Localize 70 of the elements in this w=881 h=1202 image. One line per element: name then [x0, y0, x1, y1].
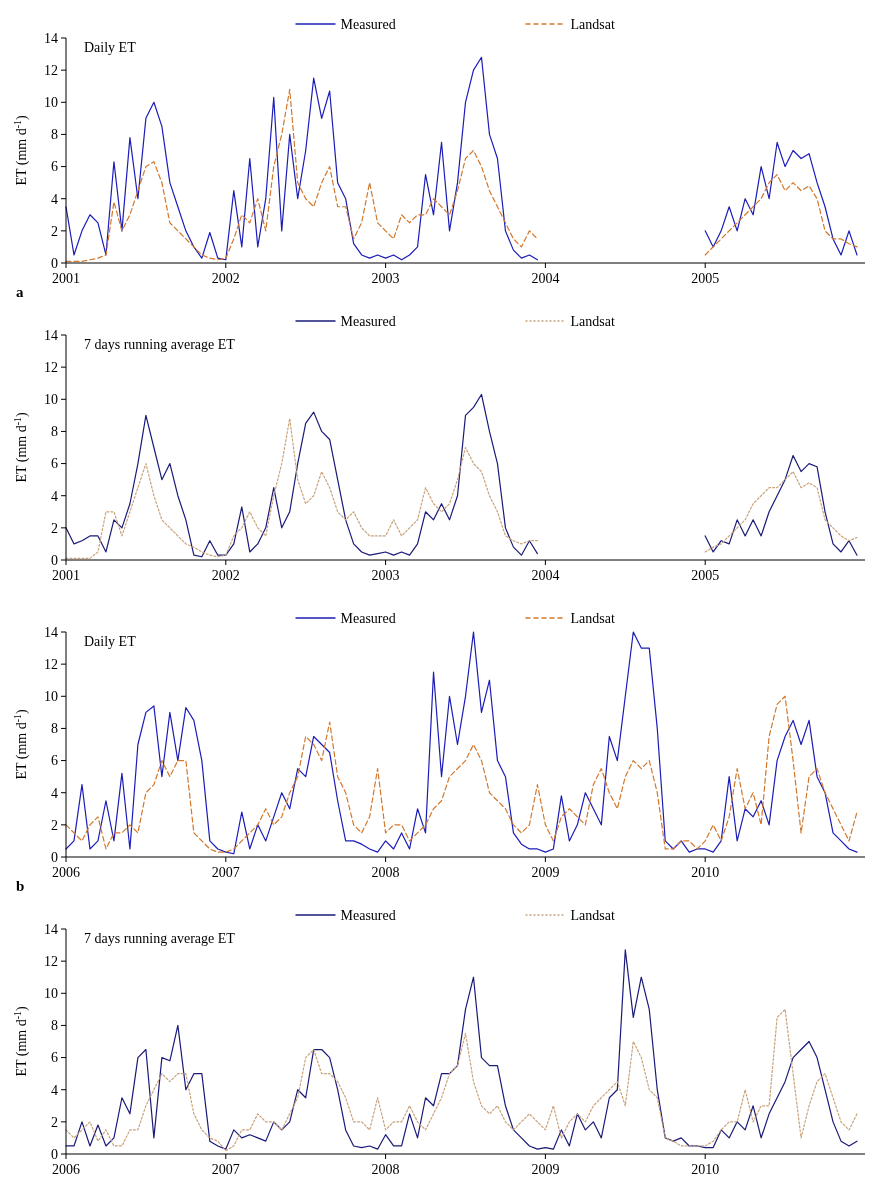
text: b: [16, 878, 25, 894]
chart-title: Daily ET: [84, 634, 137, 649]
legend-label: Landsat: [570, 314, 615, 329]
line-series: [65, 631, 858, 855]
line-series: [65, 949, 858, 1150]
y-tick-label: 2: [51, 1114, 58, 1130]
legend-label: Landsat: [570, 17, 615, 32]
y-tick-label: 0: [51, 552, 58, 568]
chart-title: 7 days running average ET: [84, 931, 236, 946]
y-tick-label: 10: [44, 689, 58, 705]
y-tick-label: 14: [44, 921, 58, 937]
y-tick-label: 8: [51, 424, 58, 440]
y-tick-label: 4: [51, 488, 58, 504]
y-tick-label: 4: [51, 785, 58, 801]
x-tick-label: 2004: [531, 271, 560, 286]
x-tick-label: 2001: [52, 568, 80, 583]
x-tick-label: 2005: [691, 568, 720, 583]
x-tick-label: 2007: [211, 1162, 240, 1177]
y-tick-label: 8: [51, 127, 58, 143]
y-tick-label: 0: [51, 255, 58, 271]
y-tick-label: 10: [44, 95, 58, 111]
legend-label: Landsat: [570, 611, 615, 626]
x-tick-label: 2003: [371, 568, 400, 583]
y-tick-label: 10: [44, 392, 58, 408]
y-tick-label: 12: [44, 954, 58, 970]
text: a: [16, 284, 24, 300]
legend-label: Measured: [340, 611, 396, 626]
x-tick-label: 2010: [691, 1162, 720, 1177]
legend-label: Measured: [340, 908, 396, 923]
x-tick-label: 2008: [371, 1162, 400, 1177]
x-tick-label: 2004: [531, 568, 560, 583]
x-tick-label: 2007: [211, 865, 240, 880]
y-tick-label: 2: [51, 223, 58, 239]
legend-label: Measured: [340, 314, 396, 329]
legend-label: Landsat: [570, 908, 615, 923]
x-tick-label: 2006: [52, 1162, 80, 1177]
x-tick-label: 2010: [691, 865, 720, 880]
y-tick-label: 6: [51, 456, 58, 472]
y-tick-label: 8: [51, 721, 58, 737]
y-tick-label: 4: [51, 1082, 58, 1098]
y-tick-label: 12: [44, 63, 58, 79]
y-tick-label: 2: [51, 520, 58, 536]
x-tick-label: 2005: [691, 271, 720, 286]
x-tick-label: 2002: [211, 568, 240, 583]
y-tick-label: 10: [44, 986, 58, 1002]
y-tick-label: 14: [44, 327, 58, 343]
x-tick-label: 2009: [531, 865, 560, 880]
x-tick-label: 2003: [371, 271, 400, 286]
y-tick-label: 14: [44, 30, 58, 46]
y-tick-label: 6: [51, 159, 58, 175]
y-tick-label: 0: [51, 849, 58, 865]
y-tick-label: 4: [51, 191, 58, 207]
y-tick-label: 0: [51, 1146, 58, 1162]
legend-label: Measured: [340, 17, 396, 32]
y-tick-label: 8: [51, 1018, 58, 1034]
x-tick-label: 2009: [531, 1162, 560, 1177]
y-tick-label: 2: [51, 817, 58, 833]
y-tick-label: 6: [51, 753, 58, 769]
x-tick-label: 2001: [52, 271, 80, 286]
y-tick-label: 12: [44, 657, 58, 673]
line-series: [65, 695, 858, 853]
line-series: [65, 1008, 858, 1152]
y-tick-label: 12: [44, 360, 58, 376]
y-tick-label: 6: [51, 1050, 58, 1066]
x-tick-label: 2006: [52, 865, 80, 880]
x-tick-label: 2008: [371, 865, 400, 880]
chart-title: Daily ET: [84, 40, 137, 55]
y-tick-label: 14: [44, 624, 58, 640]
x-tick-label: 2002: [211, 271, 240, 286]
chart-title: 7 days running average ET: [84, 337, 236, 352]
